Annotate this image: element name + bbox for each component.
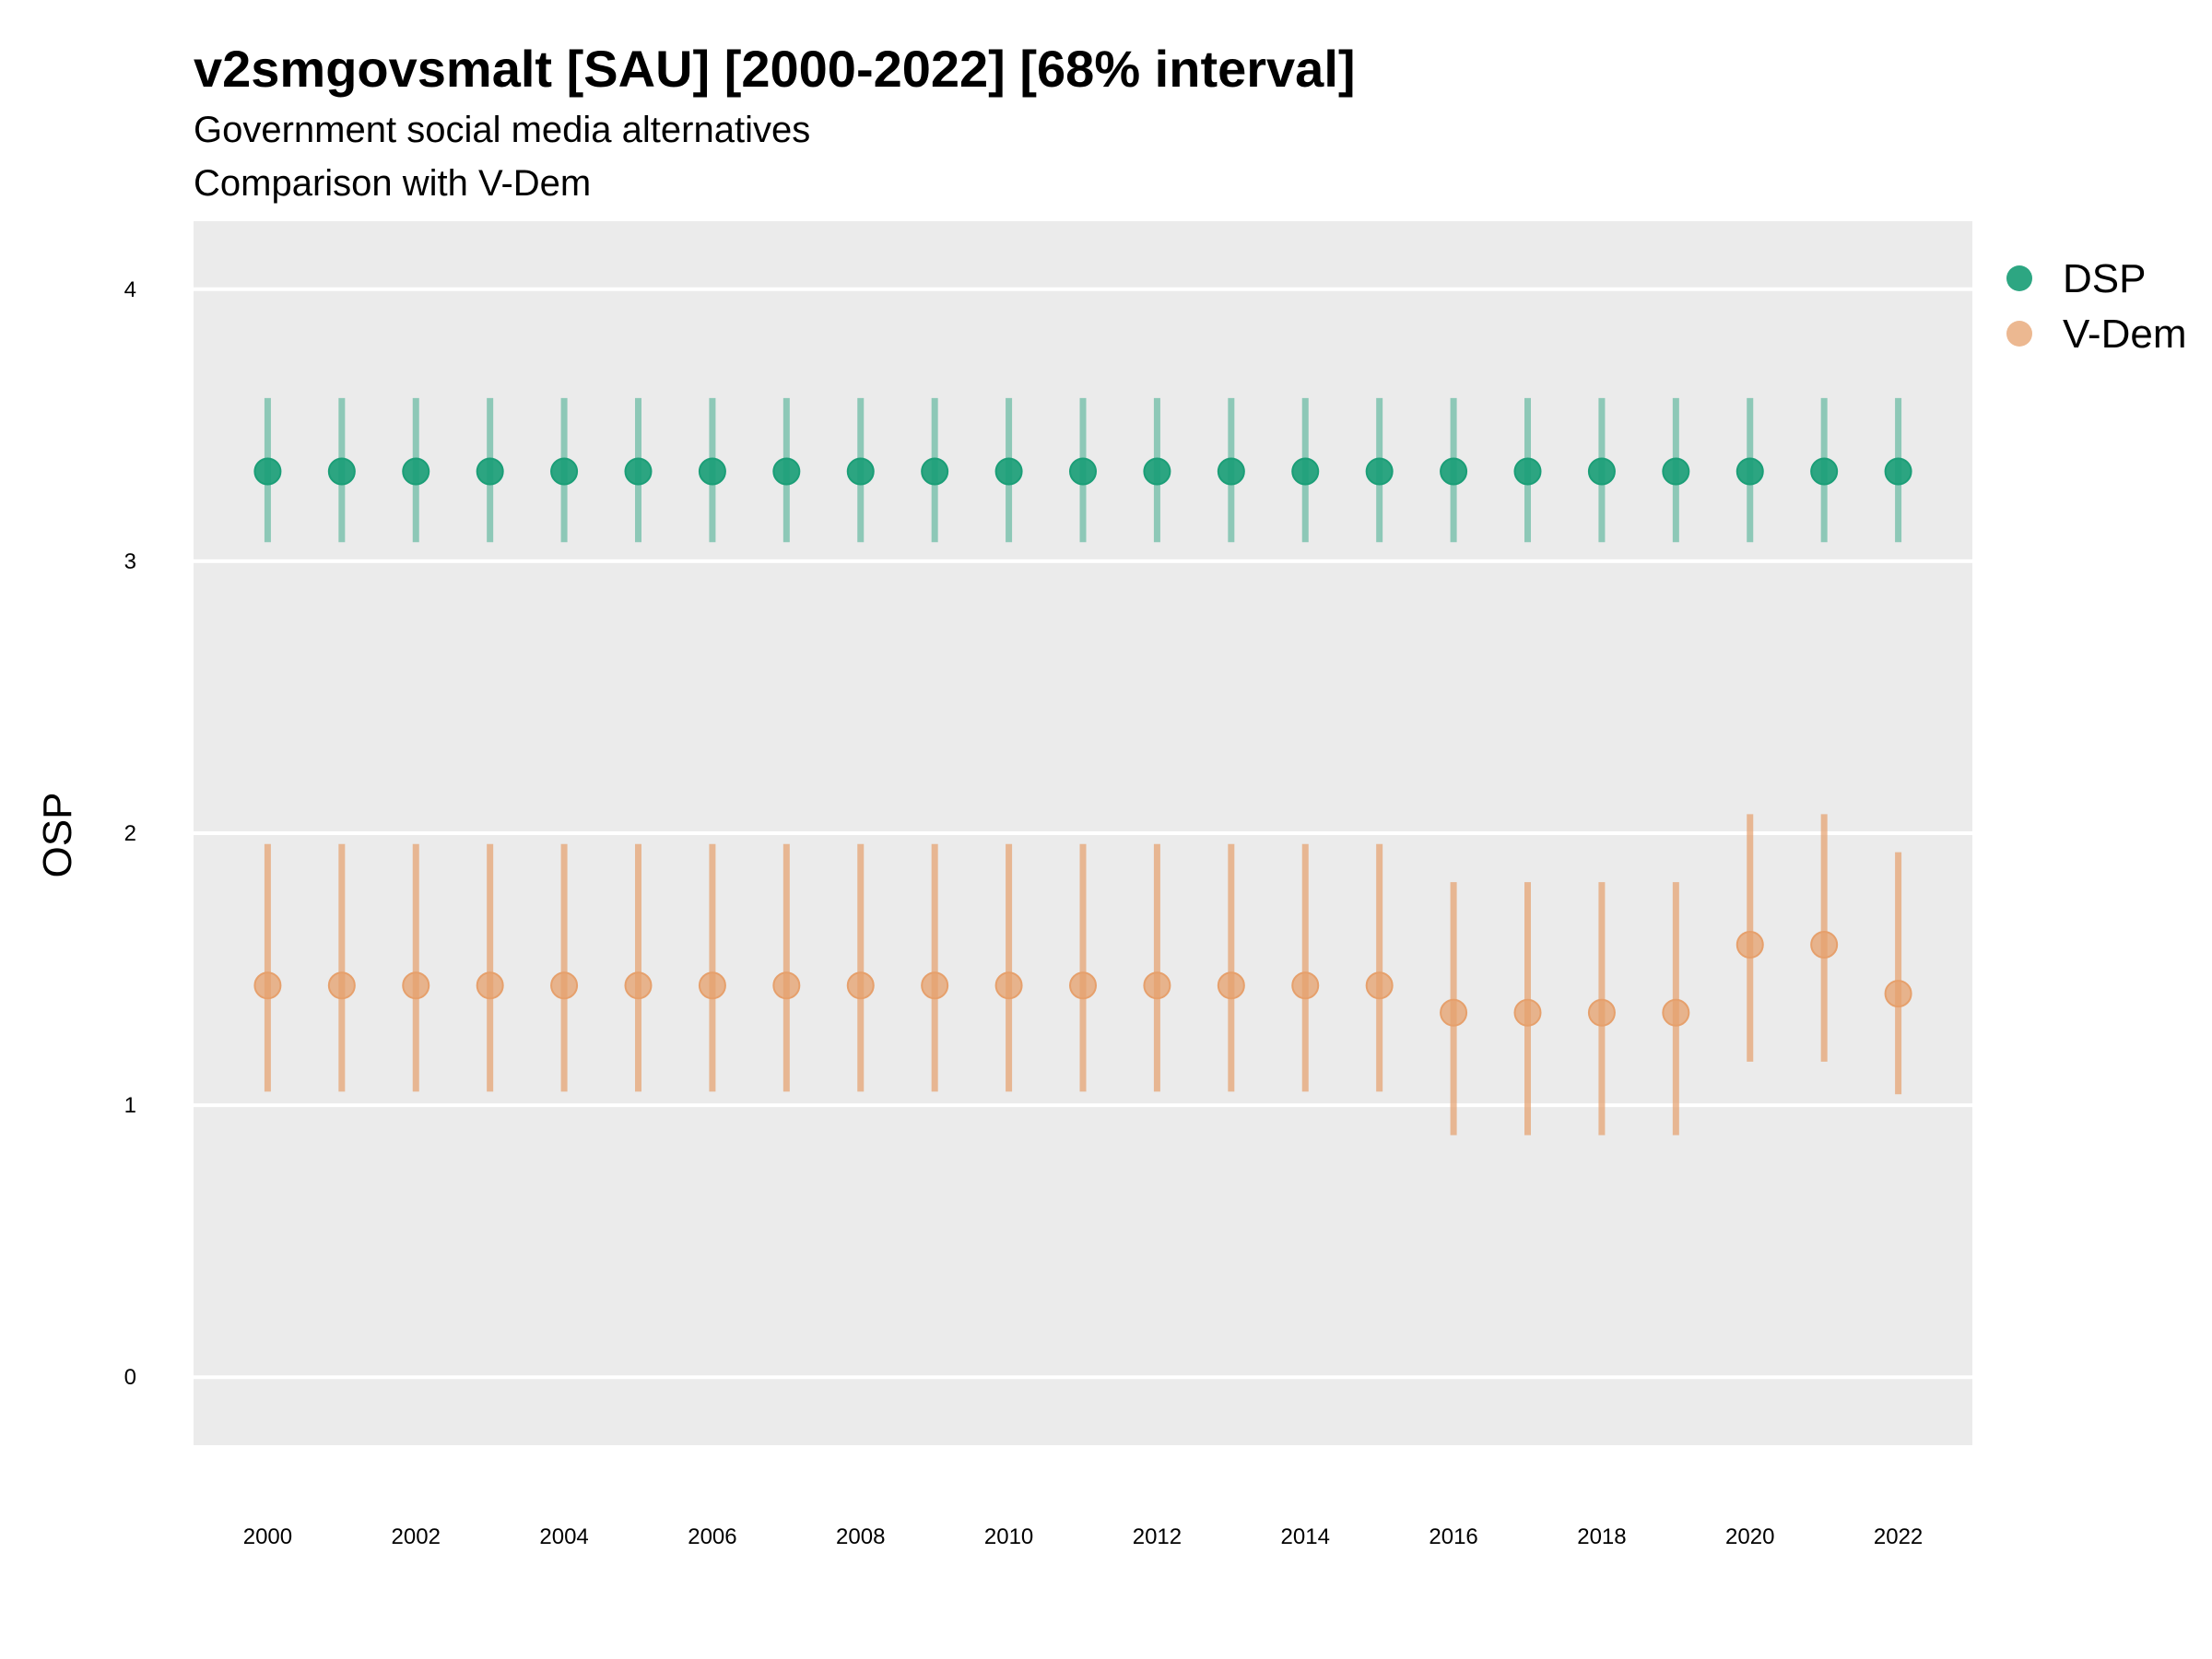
dsp-point-2006 bbox=[698, 457, 726, 486]
dsp-point-2010 bbox=[994, 457, 1023, 486]
x-tick-label-2006: 2006 bbox=[688, 1524, 736, 1549]
dsp-point-2014 bbox=[1291, 457, 1320, 486]
dsp-point-2009 bbox=[921, 457, 949, 486]
v-dem-point-2012 bbox=[1143, 971, 1171, 1000]
chart-subtitle-comparison: Comparison with V-Dem bbox=[194, 163, 591, 204]
dsp-point-2021 bbox=[1810, 457, 1839, 486]
y-tick-label-2: 2 bbox=[124, 821, 136, 846]
v-dem-point-2018 bbox=[1587, 998, 1616, 1027]
dsp-point-2007 bbox=[772, 457, 801, 486]
chart-title: v2smgovsmalt [SAU] [2000-2022] [68% inte… bbox=[194, 40, 1356, 98]
dsp-point-2002 bbox=[402, 457, 430, 486]
x-tick-label-2022: 2022 bbox=[1874, 1524, 1923, 1549]
x-tick-label-2004: 2004 bbox=[539, 1524, 588, 1549]
v-dem-point-2011 bbox=[1069, 971, 1097, 1000]
v-dem-point-2010 bbox=[994, 971, 1023, 1000]
dsp-point-2004 bbox=[550, 457, 579, 486]
dsp-point-2000 bbox=[253, 457, 282, 486]
chart-subtitle: Government social media alternatives bbox=[194, 110, 810, 150]
dsp-point-2005 bbox=[624, 457, 653, 486]
dsp-point-2018 bbox=[1587, 457, 1616, 486]
legend: DSP V-Dem bbox=[2006, 256, 2186, 357]
x-tick-label-2016: 2016 bbox=[1429, 1524, 1477, 1549]
x-tick-label-2020: 2020 bbox=[1725, 1524, 1774, 1549]
dsp-point-2017 bbox=[1513, 457, 1542, 486]
y-tick-label-1: 1 bbox=[124, 1093, 136, 1118]
v-dem-point-2001 bbox=[327, 971, 356, 1000]
v-dem-point-2002 bbox=[402, 971, 430, 1000]
x-tick-label-2014: 2014 bbox=[1281, 1524, 1330, 1549]
v-dem-point-2019 bbox=[1662, 998, 1690, 1027]
x-tick-label-2008: 2008 bbox=[836, 1524, 885, 1549]
v-dem-point-2020 bbox=[1735, 930, 1764, 959]
legend-key-dsp bbox=[2006, 265, 2032, 291]
y-tick-label-0: 0 bbox=[124, 1365, 136, 1390]
y-axis-ticks: 0 1 2 3 4 bbox=[124, 277, 136, 1390]
v-dem-point-2022 bbox=[1884, 980, 1912, 1008]
gridlines bbox=[194, 287, 1972, 1380]
legend-key-v-dem bbox=[2006, 321, 2032, 347]
y-axis-label: OSP bbox=[35, 793, 80, 878]
v-dem-point-2013 bbox=[1217, 971, 1245, 1000]
dsp-point-2001 bbox=[327, 457, 356, 486]
v-dem-point-2014 bbox=[1291, 971, 1320, 1000]
dsp-point-2011 bbox=[1069, 457, 1097, 486]
dsp-point-2016 bbox=[1440, 457, 1468, 486]
v-dem-point-2000 bbox=[253, 971, 282, 1000]
x-tick-label-2000: 2000 bbox=[243, 1524, 292, 1549]
dsp-point-2003 bbox=[476, 457, 504, 486]
x-tick-label-2010: 2010 bbox=[984, 1524, 1033, 1549]
x-tick-label-2012: 2012 bbox=[1133, 1524, 1182, 1549]
legend-label-dsp: DSP bbox=[2063, 256, 2146, 301]
x-tick-label-2018: 2018 bbox=[1577, 1524, 1626, 1549]
v-dem-point-2007 bbox=[772, 971, 801, 1000]
v-dem-point-2021 bbox=[1810, 930, 1839, 959]
x-axis-ticks: 2000 2002 2004 2006 2008 2010 2012 2014 2016 2018… bbox=[243, 1524, 1924, 1549]
dsp-point-2020 bbox=[1735, 457, 1764, 486]
dsp-point-2015 bbox=[1365, 457, 1394, 486]
v-dem-point-2009 bbox=[921, 971, 949, 1000]
v-dem-point-2015 bbox=[1365, 971, 1394, 1000]
v-dem-point-2003 bbox=[476, 971, 504, 1000]
v-dem-point-2008 bbox=[846, 971, 875, 1000]
v-dem-point-2017 bbox=[1513, 998, 1542, 1027]
dsp-point-2013 bbox=[1217, 457, 1245, 486]
dsp-point-2019 bbox=[1662, 457, 1690, 486]
dsp-point-2012 bbox=[1143, 457, 1171, 486]
y-tick-label-4: 4 bbox=[124, 277, 136, 302]
v-dem-point-2004 bbox=[550, 971, 579, 1000]
v-dem-point-2016 bbox=[1440, 998, 1468, 1027]
v-dem-point-2006 bbox=[698, 971, 726, 1000]
v-dem-point-2005 bbox=[624, 971, 653, 1000]
y-tick-label-3: 3 bbox=[124, 549, 136, 574]
data-marks bbox=[253, 397, 1912, 1135]
dsp-point-2022 bbox=[1884, 457, 1912, 486]
x-tick-label-2002: 2002 bbox=[392, 1524, 441, 1549]
dsp-point-2008 bbox=[846, 457, 875, 486]
legend-label-v-dem: V-Dem bbox=[2063, 312, 2186, 357]
